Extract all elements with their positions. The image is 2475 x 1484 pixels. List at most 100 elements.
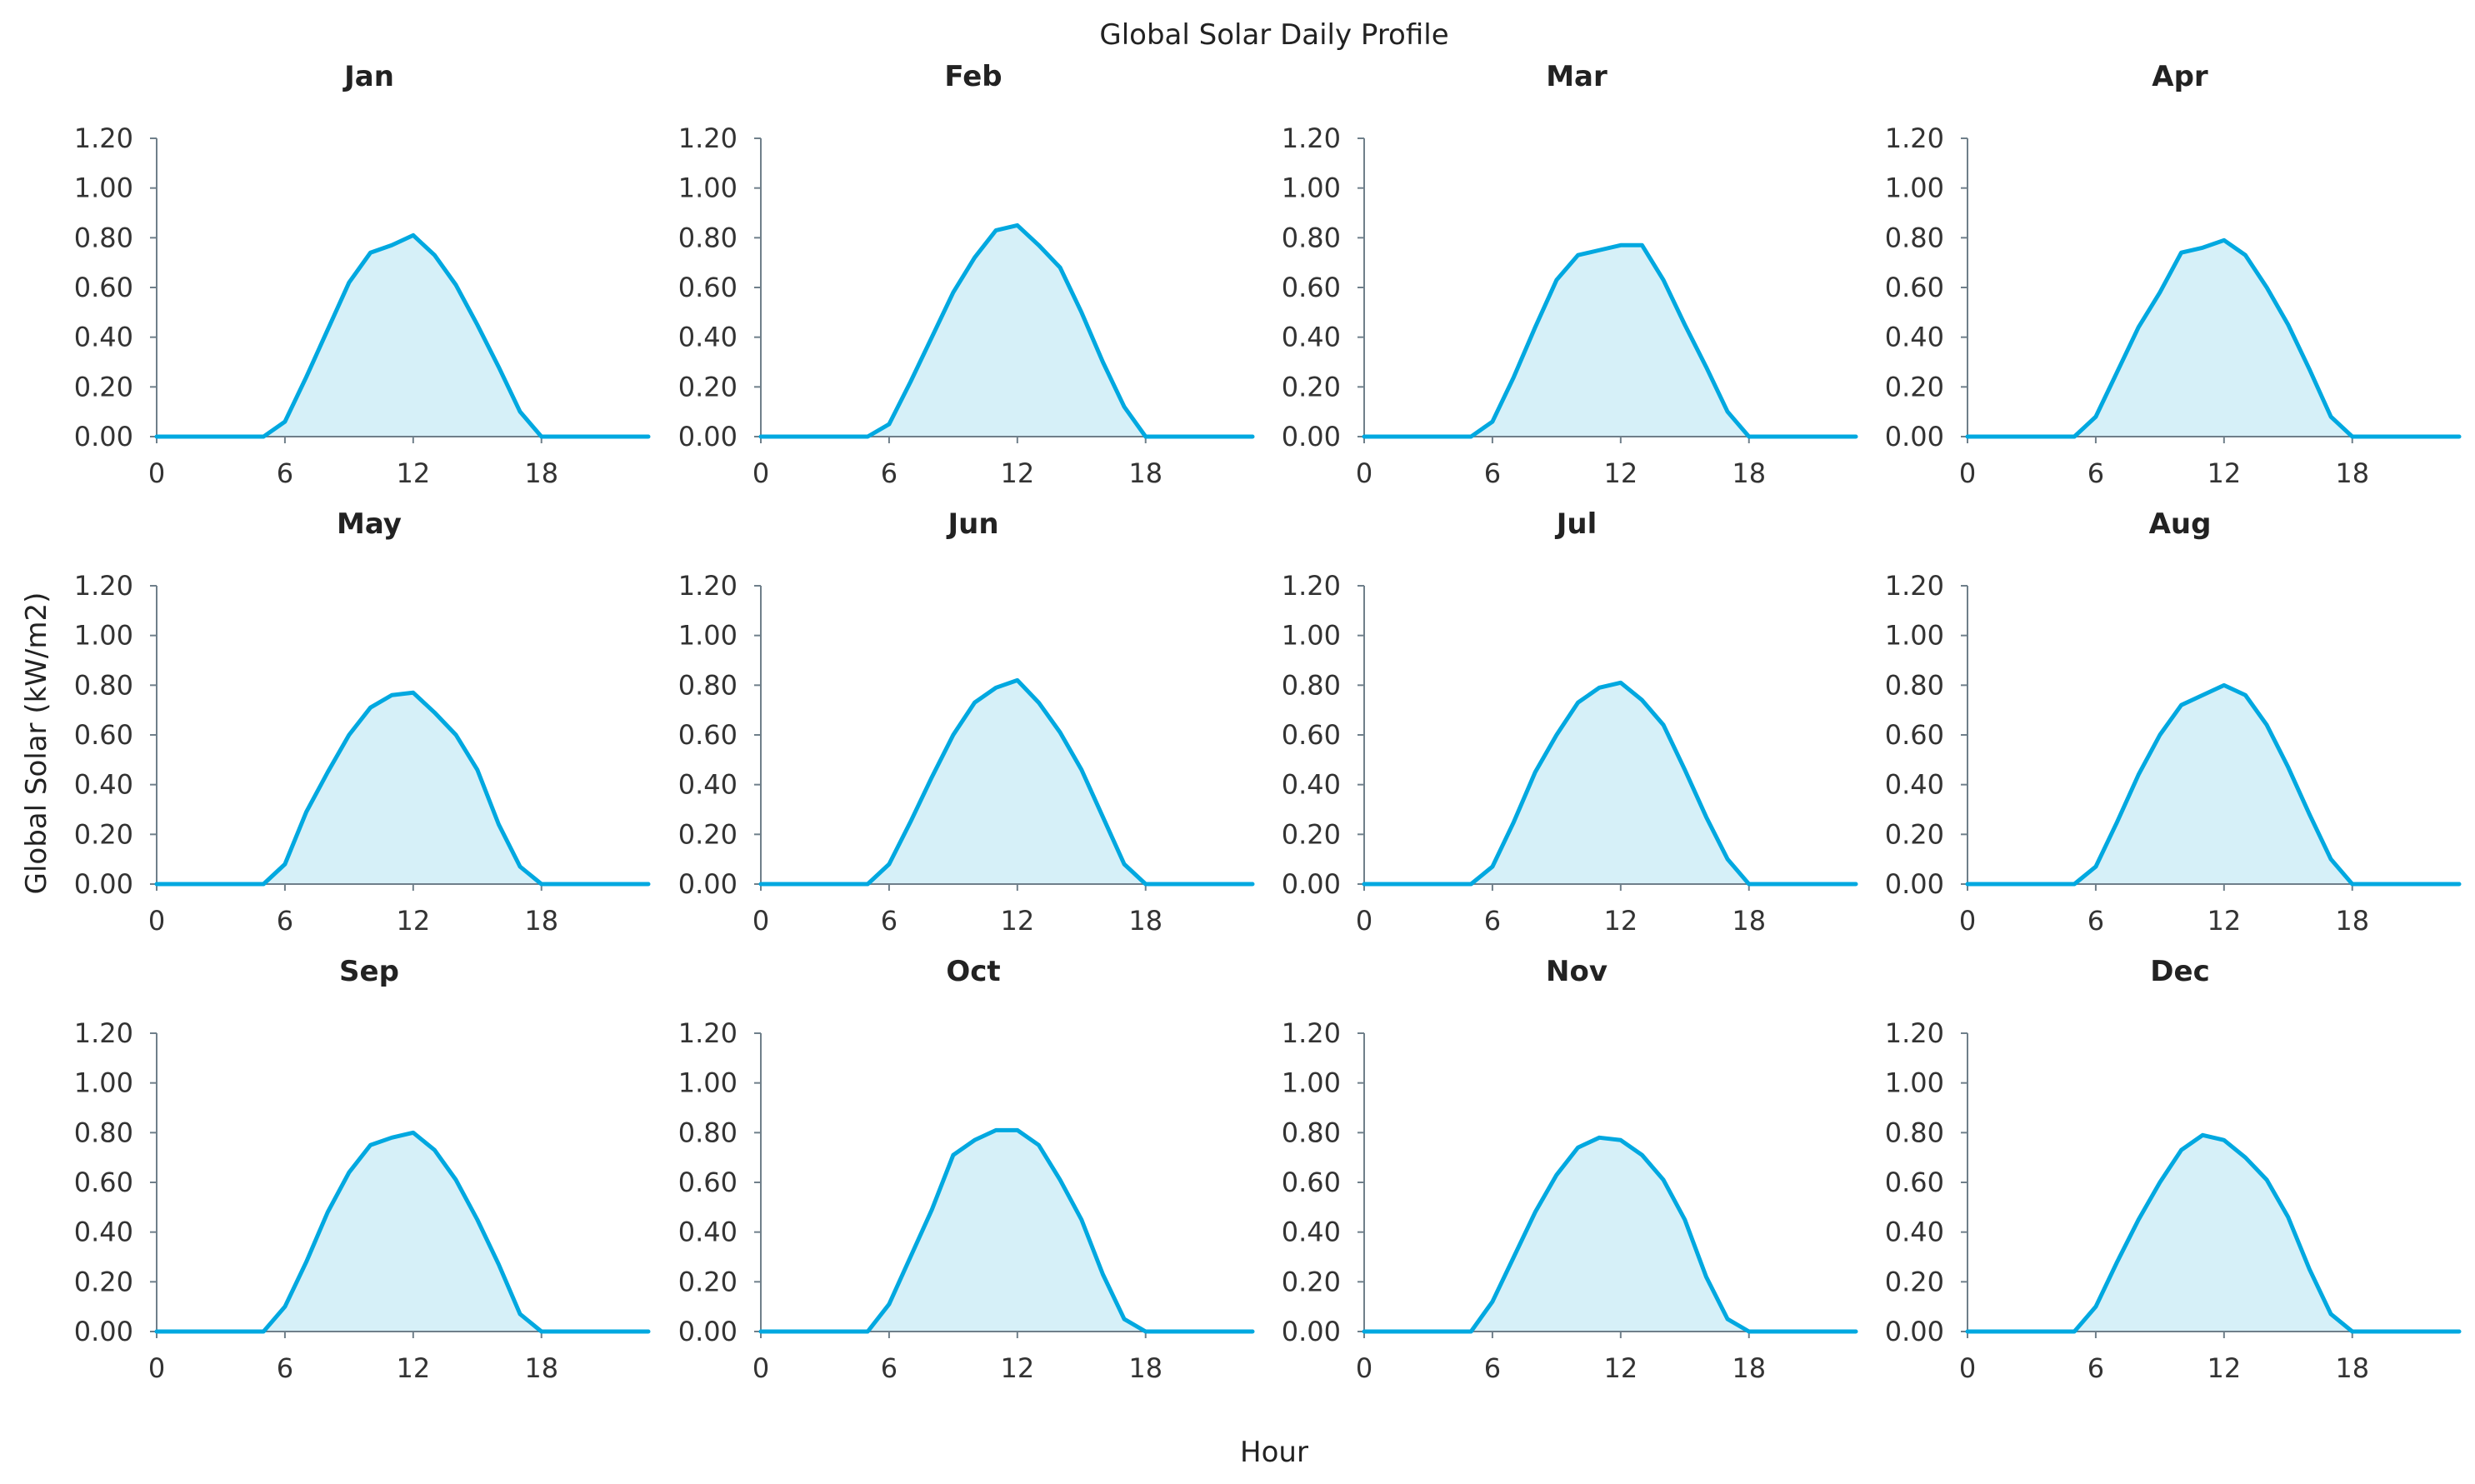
- x-tick-label: 0: [1959, 457, 1976, 489]
- x-tick-label: 6: [277, 1352, 293, 1384]
- y-tick-label: 0.60: [74, 719, 133, 751]
- y-tick-label: 0.00: [678, 421, 738, 452]
- panel-title: Sep: [339, 955, 399, 988]
- x-tick-label: 12: [1000, 905, 1034, 937]
- y-tick-label: 0.60: [678, 272, 738, 303]
- x-tick-label: 0: [1356, 457, 1372, 489]
- y-tick-label: 0.20: [1885, 818, 1944, 850]
- y-tick-label: 0.60: [1282, 719, 1341, 751]
- series-area: [157, 692, 648, 884]
- y-tick-label: 0.40: [678, 322, 738, 353]
- y-tick-label: 0.60: [74, 272, 133, 303]
- y-tick-label: 0.60: [1282, 272, 1341, 303]
- y-tick-label: 0.40: [1885, 769, 1944, 801]
- series-area: [1968, 685, 2459, 884]
- series-line: [1362, 680, 1858, 887]
- panel-jan: Jan 0.00 0.20 0.40 0.60 0.80 1.00 1.20 0 6 12 18: [74, 60, 651, 489]
- x-tick-label: 6: [881, 905, 898, 937]
- y-tick-label: 0.00: [1885, 421, 1944, 452]
- y-tick-label: 1.00: [1885, 620, 1944, 652]
- panel-title: Mar: [1546, 60, 1608, 93]
- panel-jul: Jul 0.00 0.20 0.40 0.60 0.80 1.00 1.20 0 6 12 18: [1282, 507, 1858, 937]
- y-tick-label: 0.00: [1885, 868, 1944, 900]
- series-line: [154, 690, 651, 887]
- x-tick-label: 6: [277, 457, 293, 489]
- y-tick-label: 1.00: [74, 172, 133, 204]
- y-tick-label: 0.40: [1282, 1217, 1341, 1248]
- series-line: [1362, 242, 1858, 439]
- y-tick-label: 0.00: [1282, 1316, 1341, 1347]
- y-tick-label: 1.20: [678, 1017, 738, 1049]
- y-axis-title: Global Solar (kW/m2): [20, 592, 53, 895]
- y-tick-label: 0.80: [1885, 222, 1944, 253]
- panel-title: May: [337, 507, 402, 541]
- y-tick-label: 0.40: [678, 1217, 738, 1248]
- x-tick-label: 12: [396, 905, 430, 937]
- panel-oct: Oct 0.00 0.20 0.40 0.60 0.80 1.00 1.20 0 6 12 18: [678, 955, 1255, 1384]
- x-tick-label: 0: [1959, 905, 1976, 937]
- x-tick-label: 0: [148, 1352, 165, 1384]
- y-tick-label: 1.20: [1282, 122, 1341, 154]
- y-tick-label: 0.40: [1282, 769, 1341, 801]
- series-line: [1965, 682, 2462, 887]
- y-tick-label: 1.00: [74, 1067, 133, 1099]
- y-tick-label: 0.80: [678, 222, 738, 253]
- series-area: [1364, 245, 1856, 437]
- y-tick-label: 0.40: [74, 769, 133, 801]
- y-tick-label: 0.20: [1282, 371, 1341, 402]
- x-tick-label: 12: [1603, 1352, 1638, 1384]
- x-tick-label: 0: [148, 905, 165, 937]
- y-tick-label: 1.00: [1885, 172, 1944, 204]
- panel-title: Dec: [2150, 955, 2209, 988]
- y-tick-label: 0.80: [74, 669, 133, 701]
- y-tick-label: 0.60: [1885, 719, 1944, 751]
- y-tick-label: 0.00: [1282, 421, 1341, 452]
- series-line: [154, 232, 651, 439]
- x-tick-label: 6: [2088, 1352, 2104, 1384]
- x-tick-label: 6: [2088, 457, 2104, 489]
- x-tick-label: 6: [1484, 905, 1501, 937]
- x-tick-label: 0: [752, 905, 769, 937]
- x-tick-label: 0: [752, 1352, 769, 1384]
- y-tick-label: 0.00: [1885, 1316, 1944, 1347]
- y-tick-label: 1.00: [678, 1067, 738, 1099]
- series-line: [1965, 1132, 2462, 1334]
- series-line: [758, 677, 1255, 887]
- y-tick-label: 0.80: [74, 1117, 133, 1148]
- y-tick-label: 1.00: [1885, 1067, 1944, 1099]
- y-tick-label: 1.20: [74, 122, 133, 154]
- y-tick-label: 0.20: [74, 1266, 133, 1297]
- series-area: [157, 235, 648, 437]
- series-area: [1364, 682, 1856, 884]
- panel-title: Apr: [2152, 60, 2208, 93]
- series-line: [1965, 237, 2462, 439]
- panel-title: Jun: [946, 507, 998, 541]
- y-tick-label: 1.00: [1282, 620, 1341, 652]
- y-tick-label: 0.00: [74, 421, 133, 452]
- y-tick-label: 1.00: [1282, 172, 1341, 204]
- panel-title: Aug: [2149, 507, 2212, 541]
- x-tick-label: 0: [1959, 1352, 1976, 1384]
- y-tick-label: 0.00: [1282, 868, 1341, 900]
- y-tick-label: 0.00: [678, 868, 738, 900]
- y-tick-label: 0.60: [1885, 272, 1944, 303]
- x-tick-label: 12: [2207, 457, 2241, 489]
- y-tick-label: 0.60: [1282, 1167, 1341, 1198]
- x-tick-label: 6: [2088, 905, 2104, 937]
- y-tick-label: 0.40: [74, 1217, 133, 1248]
- y-tick-label: 0.20: [1282, 1266, 1341, 1297]
- y-tick-label: 0.60: [678, 1167, 738, 1198]
- y-tick-label: 0.20: [678, 818, 738, 850]
- y-tick-label: 1.00: [678, 172, 738, 204]
- x-tick-label: 6: [1484, 1352, 1501, 1384]
- x-tick-label: 0: [1356, 905, 1372, 937]
- panel-may: May 0.00 0.20 0.40 0.60 0.80 1.00 1.20 0 6 12 18: [74, 507, 651, 937]
- x-tick-label: 18: [524, 1352, 558, 1384]
- panel-title: Nov: [1546, 955, 1608, 988]
- x-tick-label: 12: [396, 457, 430, 489]
- y-tick-label: 1.20: [678, 122, 738, 154]
- x-tick-label: 18: [1732, 905, 1766, 937]
- x-tick-label: 12: [1603, 905, 1638, 937]
